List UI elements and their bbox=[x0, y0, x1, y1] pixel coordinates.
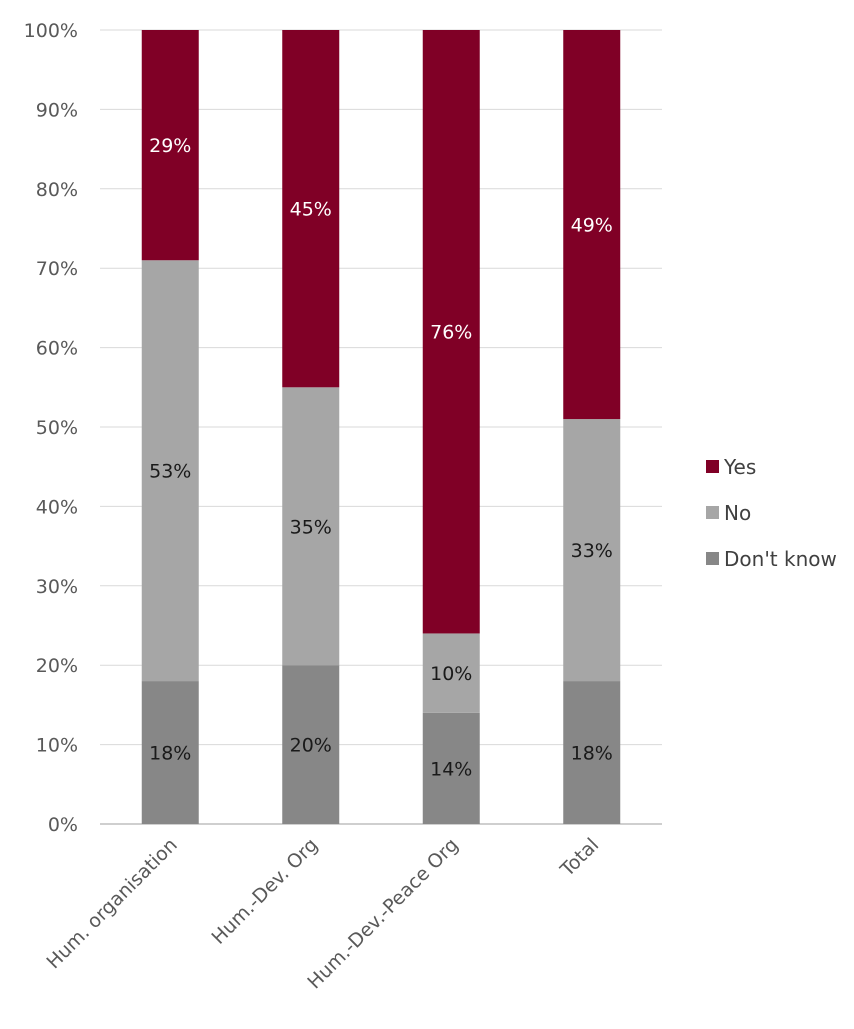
bar-segment bbox=[563, 419, 621, 682]
data-label: 14% bbox=[430, 758, 472, 780]
bar-segment bbox=[282, 30, 340, 388]
data-labels: 18% 53% 29% 20% 35% 45% 14% 10% 76% 18% 33% 49% bbox=[149, 135, 613, 780]
y-tick-label: 70% bbox=[36, 258, 78, 280]
data-label: 18% bbox=[149, 743, 191, 765]
legend-swatch bbox=[706, 460, 719, 473]
x-category-label: Hum.-Dev.-Peace Org bbox=[303, 834, 462, 993]
y-tick-label: 60% bbox=[36, 338, 78, 360]
x-category-label: Total bbox=[556, 834, 604, 882]
y-tick-label: 0% bbox=[48, 814, 78, 836]
bar-segment bbox=[282, 665, 340, 824]
data-label: 49% bbox=[571, 215, 613, 237]
data-label: 18% bbox=[571, 743, 613, 765]
y-tick-label: 10% bbox=[36, 735, 78, 757]
data-label: 76% bbox=[430, 322, 472, 344]
legend-label: Don't know bbox=[724, 547, 837, 571]
y-tick-label: 80% bbox=[36, 179, 78, 201]
bar-segment bbox=[282, 387, 340, 666]
data-label: 10% bbox=[430, 663, 472, 685]
x-category-label: Hum.-Dev. Org bbox=[207, 834, 322, 949]
data-label: 29% bbox=[149, 135, 191, 157]
bar-segment bbox=[422, 30, 480, 634]
x-category-label: Hum. organisation bbox=[42, 834, 181, 973]
bar-segment bbox=[141, 30, 199, 261]
y-tick-label: 30% bbox=[36, 576, 78, 598]
y-tick-label: 50% bbox=[36, 417, 78, 439]
y-tick-label: 100% bbox=[24, 20, 78, 42]
data-label: 35% bbox=[290, 516, 332, 538]
data-label: 53% bbox=[149, 461, 191, 483]
legend-swatch bbox=[706, 552, 719, 565]
y-tick-label: 20% bbox=[36, 655, 78, 677]
legend-swatch bbox=[706, 506, 719, 519]
bar-segment bbox=[141, 260, 199, 682]
legend-label: Yes bbox=[723, 455, 756, 479]
data-label: 33% bbox=[571, 540, 613, 562]
bar-segment bbox=[563, 30, 621, 420]
y-tick-label: 90% bbox=[36, 99, 78, 121]
bars bbox=[141, 30, 621, 824]
y-axis-ticks: 0% 10% 20% 30% 40% 50% 60% 70% 80% 90% 100% bbox=[24, 20, 78, 836]
legend: Yes No Don't know bbox=[706, 455, 837, 571]
bar-segment bbox=[141, 681, 199, 824]
x-axis-categories: Hum. organisation Hum.-Dev. OrgHum.-Dev.-… bbox=[42, 834, 603, 993]
data-label: 45% bbox=[290, 199, 332, 221]
bar-segment bbox=[563, 681, 621, 824]
legend-label: No bbox=[724, 501, 751, 525]
y-tick-label: 40% bbox=[36, 496, 78, 518]
data-label: 20% bbox=[290, 735, 332, 757]
bar-segment bbox=[422, 633, 480, 713]
bar-segment bbox=[422, 712, 480, 824]
